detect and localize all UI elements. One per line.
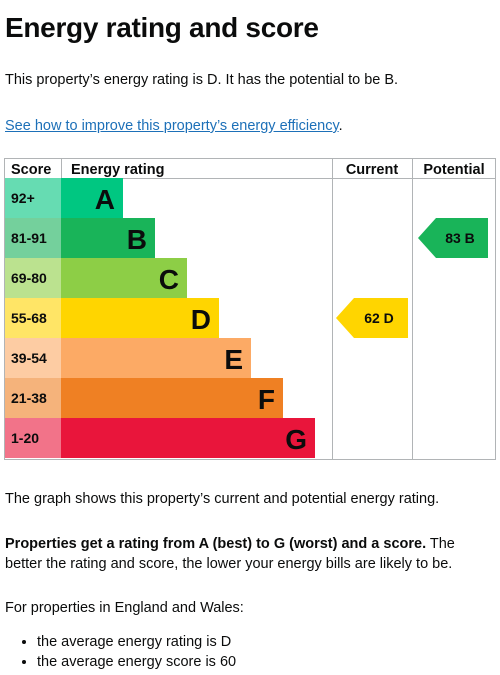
header-current: Current xyxy=(346,162,399,178)
average-list: the average energy rating is D the avera… xyxy=(5,632,236,672)
rating-letter-B: B xyxy=(127,224,147,255)
rating-bar-G xyxy=(61,418,315,458)
rating-bar-D xyxy=(61,298,219,338)
score-range-F: 21-38 xyxy=(11,390,47,406)
rating-letter-F: F xyxy=(258,384,275,415)
rating-explanation: Properties get a rating from A (best) to… xyxy=(5,534,495,574)
rating-bar-B xyxy=(61,218,155,258)
score-cell-A xyxy=(5,178,61,218)
score-range-A: 92+ xyxy=(11,190,35,206)
rating-letter-C: C xyxy=(159,264,179,295)
rating-letter-A: A xyxy=(95,184,115,215)
score-cell-G xyxy=(5,418,61,458)
intro-text: This property’s energy rating is D. It h… xyxy=(5,72,399,88)
average-rating-item: the average energy rating is D xyxy=(37,632,236,652)
score-range-B: 81-91 xyxy=(11,230,47,246)
score-cell-E xyxy=(5,338,61,378)
region-intro: For properties in England and Wales: xyxy=(5,600,244,616)
score-cell-D xyxy=(5,298,61,338)
rating-letter-G: G xyxy=(285,424,307,455)
rating-letter-D: D xyxy=(191,304,211,335)
potential-rating-label: 83 B xyxy=(445,230,475,246)
improve-link-suffix: . xyxy=(338,118,343,134)
page-title: Energy rating and score xyxy=(5,12,319,43)
energy-rating-chart: Score Energy rating Current Potential 92+ A 81… xyxy=(4,158,496,460)
current-rating-arrow xyxy=(336,298,408,338)
graph-caption: The graph shows this property’s current … xyxy=(5,491,440,507)
rating-bar-E xyxy=(61,338,251,378)
average-score-item: the average energy score is 60 xyxy=(37,652,236,672)
rating-letter-E: E xyxy=(224,344,243,375)
score-cell-F xyxy=(5,378,61,418)
current-rating-label: 62 D xyxy=(364,310,394,326)
header-energy-rating: Energy rating xyxy=(71,162,164,178)
energy-rating-graph: Score Energy rating Current Potential 92+ A 81… xyxy=(4,158,496,460)
rating-explanation-bold: Properties get a rating from A (best) to… xyxy=(5,536,427,552)
score-range-E: 39-54 xyxy=(11,350,47,366)
score-cell-C xyxy=(5,258,61,298)
rating-bar-F xyxy=(61,378,283,418)
score-range-D: 55-68 xyxy=(11,310,47,326)
score-cell-B xyxy=(5,218,61,258)
improve-link[interactable]: See how to improve this property’s energ… xyxy=(5,118,339,134)
potential-rating-arrow xyxy=(418,218,488,258)
improve-paragraph: See how to improve this property’s energ… xyxy=(5,116,343,136)
rating-bar-A xyxy=(61,178,123,218)
rating-explanation-rest: The better the rating and score, the low… xyxy=(5,536,455,572)
header-score: Score xyxy=(11,162,51,178)
score-range-G: 1-20 xyxy=(11,430,39,446)
score-range-C: 69-80 xyxy=(11,270,47,286)
header-potential: Potential xyxy=(423,162,484,178)
rating-bar-C xyxy=(61,258,187,298)
